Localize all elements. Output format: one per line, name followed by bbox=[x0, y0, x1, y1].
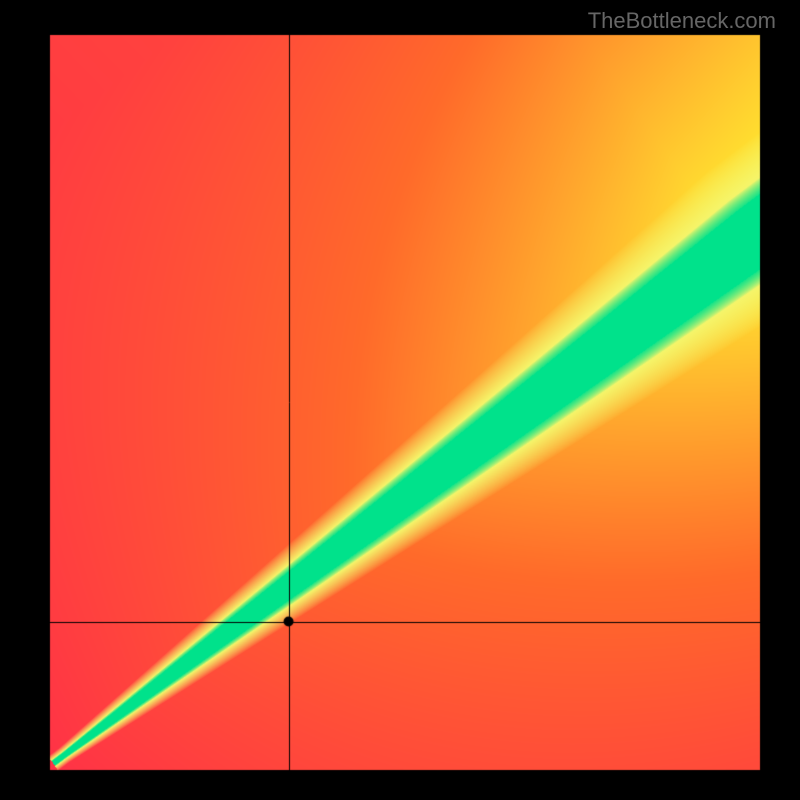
heatmap-canvas bbox=[0, 0, 800, 800]
watermark-text: TheBottleneck.com bbox=[588, 8, 776, 34]
chart-container: TheBottleneck.com bbox=[0, 0, 800, 800]
